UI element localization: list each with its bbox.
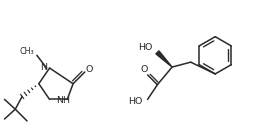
Text: O: O <box>140 66 148 74</box>
Text: HO: HO <box>138 43 152 52</box>
Text: O: O <box>85 66 92 74</box>
Text: CH₃: CH₃ <box>19 47 34 56</box>
Text: NH: NH <box>56 96 70 105</box>
Polygon shape <box>155 51 171 67</box>
Text: N: N <box>40 63 47 72</box>
Text: HO: HO <box>128 97 142 106</box>
